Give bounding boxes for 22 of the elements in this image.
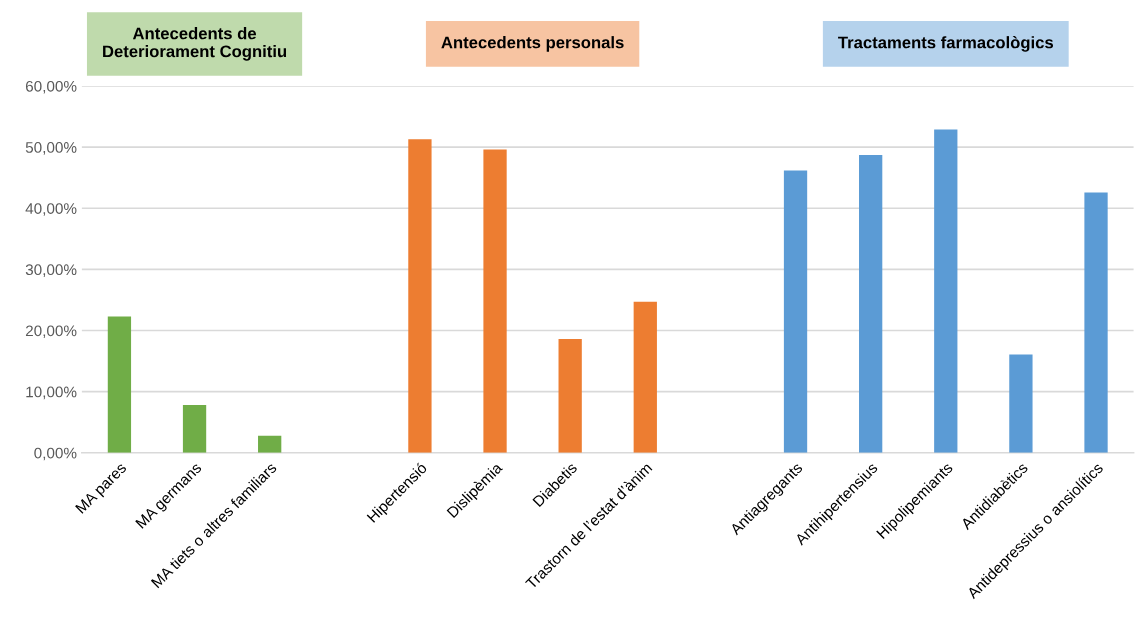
- bar: [633, 301, 657, 453]
- text: Antecedents de Deteriorament Cognitiu: [103, 27, 287, 61]
- bar: [859, 155, 883, 453]
- bar: [258, 435, 282, 453]
- y-tick-label: 30,00%: [25, 264, 77, 277]
- bar: [408, 139, 432, 453]
- bar: [182, 405, 207, 453]
- y-tick-label: 50,00%: [25, 142, 77, 155]
- bar: [558, 339, 582, 453]
- bar: [1084, 192, 1108, 453]
- bar: [107, 316, 132, 453]
- y-tick-label: 0,00%: [34, 447, 77, 461]
- y-tick-label: 20,00%: [25, 325, 77, 339]
- bar: [934, 129, 958, 453]
- bar: [483, 149, 507, 453]
- bar: [1009, 354, 1033, 453]
- y-tick-label: 60,00%: [25, 80, 77, 94]
- text: Antecedents personals: [441, 36, 624, 52]
- y-tick-label: 40,00%: [25, 203, 77, 216]
- bar: [783, 170, 808, 453]
- y-tick-label: 10,00%: [26, 386, 77, 400]
- text: Tractaments farmacològics: [838, 35, 1054, 52]
